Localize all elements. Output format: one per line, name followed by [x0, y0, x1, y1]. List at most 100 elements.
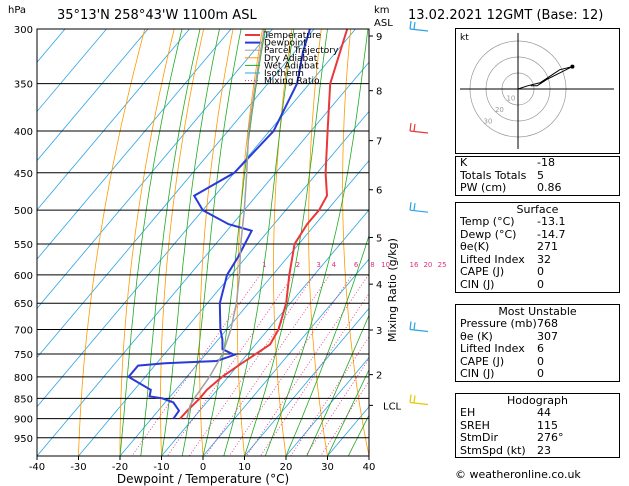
- surface-label: Temp (°C): [460, 215, 515, 228]
- surface-label: CAPE (J): [460, 265, 505, 279]
- dry-adiabat-line: [407, 29, 452, 456]
- most-unstable-label: CAPE (J): [460, 354, 505, 368]
- wind-barb: [409, 328, 429, 333]
- pressure-tick-label: 950: [14, 434, 33, 445]
- legend-label: Wet Adiabat: [264, 61, 319, 71]
- wet-adiabat-line: [264, 29, 369, 456]
- hodograph-rows: EH 44 SREH 115 StmDir 276° StmSpd (kt) 23: [456, 406, 619, 458]
- isotherm-line: [202, 258, 369, 456]
- hodograph-ring-label: 30: [483, 118, 492, 126]
- datetime-title: 13.02.2021 12GMT (Base: 12): [408, 8, 603, 23]
- x-tick-label: 30: [321, 462, 334, 473]
- pressure-tick-label: 600: [14, 271, 33, 282]
- surface-row: Temp (°C) -13.1: [456, 215, 619, 229]
- x-tick-label: 20: [280, 462, 293, 473]
- dry-adiabat-line: [78, 29, 146, 456]
- legend-label: Dry Adiabat: [264, 54, 318, 64]
- pressure-tick-label: 750: [14, 350, 33, 361]
- km-tick-label: 6: [376, 186, 382, 197]
- km-tick-label: 8: [376, 87, 382, 98]
- most-unstable-label: CIN (J): [460, 367, 495, 381]
- hodograph-table-row: StmDir 276°: [456, 432, 619, 445]
- mixing-ratio-line: [167, 274, 295, 456]
- km-tick-label: 7: [376, 137, 382, 148]
- index-value: 5: [537, 168, 544, 182]
- pressure-tick-label: 550: [14, 240, 33, 251]
- wind-barb: [409, 28, 429, 32]
- height-unit-sub-label: ASL: [374, 18, 393, 29]
- index-value: -18: [537, 156, 555, 169]
- pressure-tick-label: 900: [14, 415, 33, 426]
- hodograph-table-label: SREH: [460, 418, 490, 432]
- surface-rows: Temp (°C) -13.1 Dewp (°C) -14.7 θe(K) 271 Lift…: [456, 215, 619, 292]
- km-tick-label: 9: [376, 32, 382, 43]
- wet-adiabat-line: [306, 314, 369, 456]
- mixing-ratio-line: [189, 274, 315, 456]
- x-tick-label: -20: [112, 462, 128, 473]
- chart-grid: [37, 29, 452, 456]
- legend-label: Parcel Trajectory: [264, 46, 339, 56]
- surface-value: 32: [537, 252, 551, 266]
- hodograph-table: Hodograph EH 44 SREH 115 StmDir 276° StmSpd (k…: [455, 393, 620, 459]
- wind-barb: [409, 209, 429, 213]
- index-label: PW (cm): [460, 181, 507, 195]
- isotherm-line: [161, 209, 369, 456]
- surface-row: CIN (J) 0: [456, 277, 619, 292]
- isotherm-line: [37, 29, 356, 408]
- pressure-tick-label: 300: [14, 25, 33, 36]
- mixing-ratio-line: [131, 274, 261, 456]
- surface-value: 0: [537, 265, 544, 279]
- most-unstable-label: Pressure (mb): [460, 317, 537, 330]
- index-value: 0.86: [537, 181, 562, 195]
- mixing-ratio-label: 20: [423, 261, 432, 269]
- most-unstable-row: θe (K) 307: [456, 329, 619, 344]
- hodograph-table-label: StmDir: [460, 431, 499, 445]
- wind-barb-flag: [413, 395, 416, 403]
- surface-row: CAPE (J) 0: [456, 266, 619, 279]
- mixing-ratio-label: 25: [438, 261, 447, 269]
- mixing-ratio-label: 8: [370, 261, 374, 269]
- pressure-tick-label: 700: [14, 326, 33, 337]
- index-row: K -18: [456, 156, 619, 170]
- indices-table: K -18 Totals Totals 5 PW (cm) 0.86: [455, 156, 620, 196]
- isotherm-line: [37, 29, 107, 113]
- surface-label: Lifted Index: [460, 252, 525, 266]
- most-unstable-value: 0: [537, 367, 544, 381]
- hodograph-panel: kt 10 20 30: [455, 28, 620, 154]
- index-label: K: [460, 156, 468, 169]
- mixing-ratio-label: 10: [381, 261, 390, 269]
- indices-rows: K -18 Totals Totals 5 PW (cm) 0.86: [456, 156, 619, 195]
- surface-title: Surface: [516, 203, 559, 216]
- mixing-ratio-label: 6: [354, 261, 359, 269]
- most-unstable-value: 307: [537, 329, 558, 343]
- surface-label: CIN (J): [460, 277, 495, 291]
- hodograph-ring-label: 10: [506, 95, 515, 103]
- isotherm-line: [37, 29, 190, 211]
- surface-row: θe(K) 271: [456, 241, 619, 254]
- wind-barb: [409, 130, 429, 134]
- hodograph-table-value: 276°: [537, 431, 564, 445]
- wind-barb-flag: [409, 20, 412, 30]
- dry-adiabat-line: [342, 29, 369, 456]
- pressure-tick-label: 500: [14, 206, 33, 217]
- isotherm-line: [37, 29, 232, 260]
- dry-adiabat-line: [119, 29, 175, 456]
- height-unit-label: km: [374, 5, 390, 16]
- mixing-ratio-label: 16: [410, 261, 419, 269]
- isotherm-line: [78, 110, 369, 456]
- pressure-tick-label: 350: [14, 80, 33, 91]
- copyright-footer: © weatheronline.co.uk: [455, 468, 581, 481]
- location-title: 35°13'N 258°43'W 1100m ASL: [57, 8, 257, 23]
- most-unstable-value: 6: [537, 342, 544, 356]
- most-unstable-value: 0: [537, 354, 544, 368]
- most-unstable-title: Most Unstable: [498, 305, 577, 318]
- series-parcel-trajectory-line: [186, 29, 265, 419]
- hodograph-table-row: StmSpd (kt) 23: [456, 444, 619, 458]
- wet-adiabat-line: [202, 29, 266, 456]
- most-unstable-row: Pressure (mb) 768: [456, 317, 619, 331]
- wind-barb: [409, 401, 429, 406]
- x-tick-label: 10: [238, 462, 251, 473]
- chart-series: [127, 29, 349, 420]
- surface-label: Dewp (°C): [460, 227, 517, 241]
